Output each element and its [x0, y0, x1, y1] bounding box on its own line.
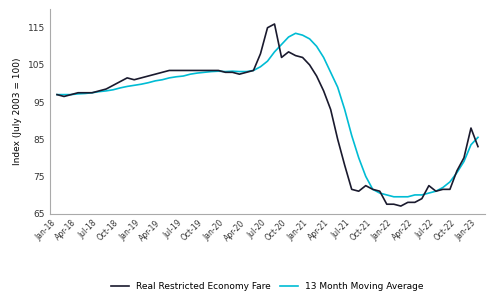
Real Restricted Economy Fare: [54, 93, 60, 96]
Real Restricted Economy Fare: [398, 204, 404, 208]
Line: 13 Month Moving Average: 13 Month Moving Average: [57, 33, 478, 197]
13 Month Moving Average: [391, 195, 397, 199]
13 Month Moving Average: [202, 70, 207, 74]
Y-axis label: Index (July 2003 = 100): Index (July 2003 = 100): [14, 58, 22, 165]
Real Restricted Economy Fare: [138, 76, 144, 80]
Legend: Real Restricted Economy Fare, 13 Month Moving Average: Real Restricted Economy Fare, 13 Month M…: [108, 278, 428, 295]
13 Month Moving Average: [152, 79, 158, 83]
Real Restricted Economy Fare: [475, 145, 481, 149]
13 Month Moving Average: [475, 135, 481, 139]
Real Restricted Economy Fare: [314, 74, 320, 78]
Real Restricted Economy Fare: [433, 189, 439, 193]
Real Restricted Economy Fare: [286, 50, 292, 54]
13 Month Moving Average: [314, 45, 320, 48]
13 Month Moving Average: [278, 43, 284, 46]
Real Restricted Economy Fare: [272, 22, 278, 26]
Line: Real Restricted Economy Fare: Real Restricted Economy Fare: [57, 24, 478, 206]
Real Restricted Economy Fare: [152, 72, 158, 76]
13 Month Moving Average: [138, 82, 144, 86]
13 Month Moving Average: [433, 189, 439, 193]
Real Restricted Economy Fare: [202, 69, 207, 72]
13 Month Moving Average: [292, 31, 298, 35]
13 Month Moving Average: [54, 93, 60, 96]
